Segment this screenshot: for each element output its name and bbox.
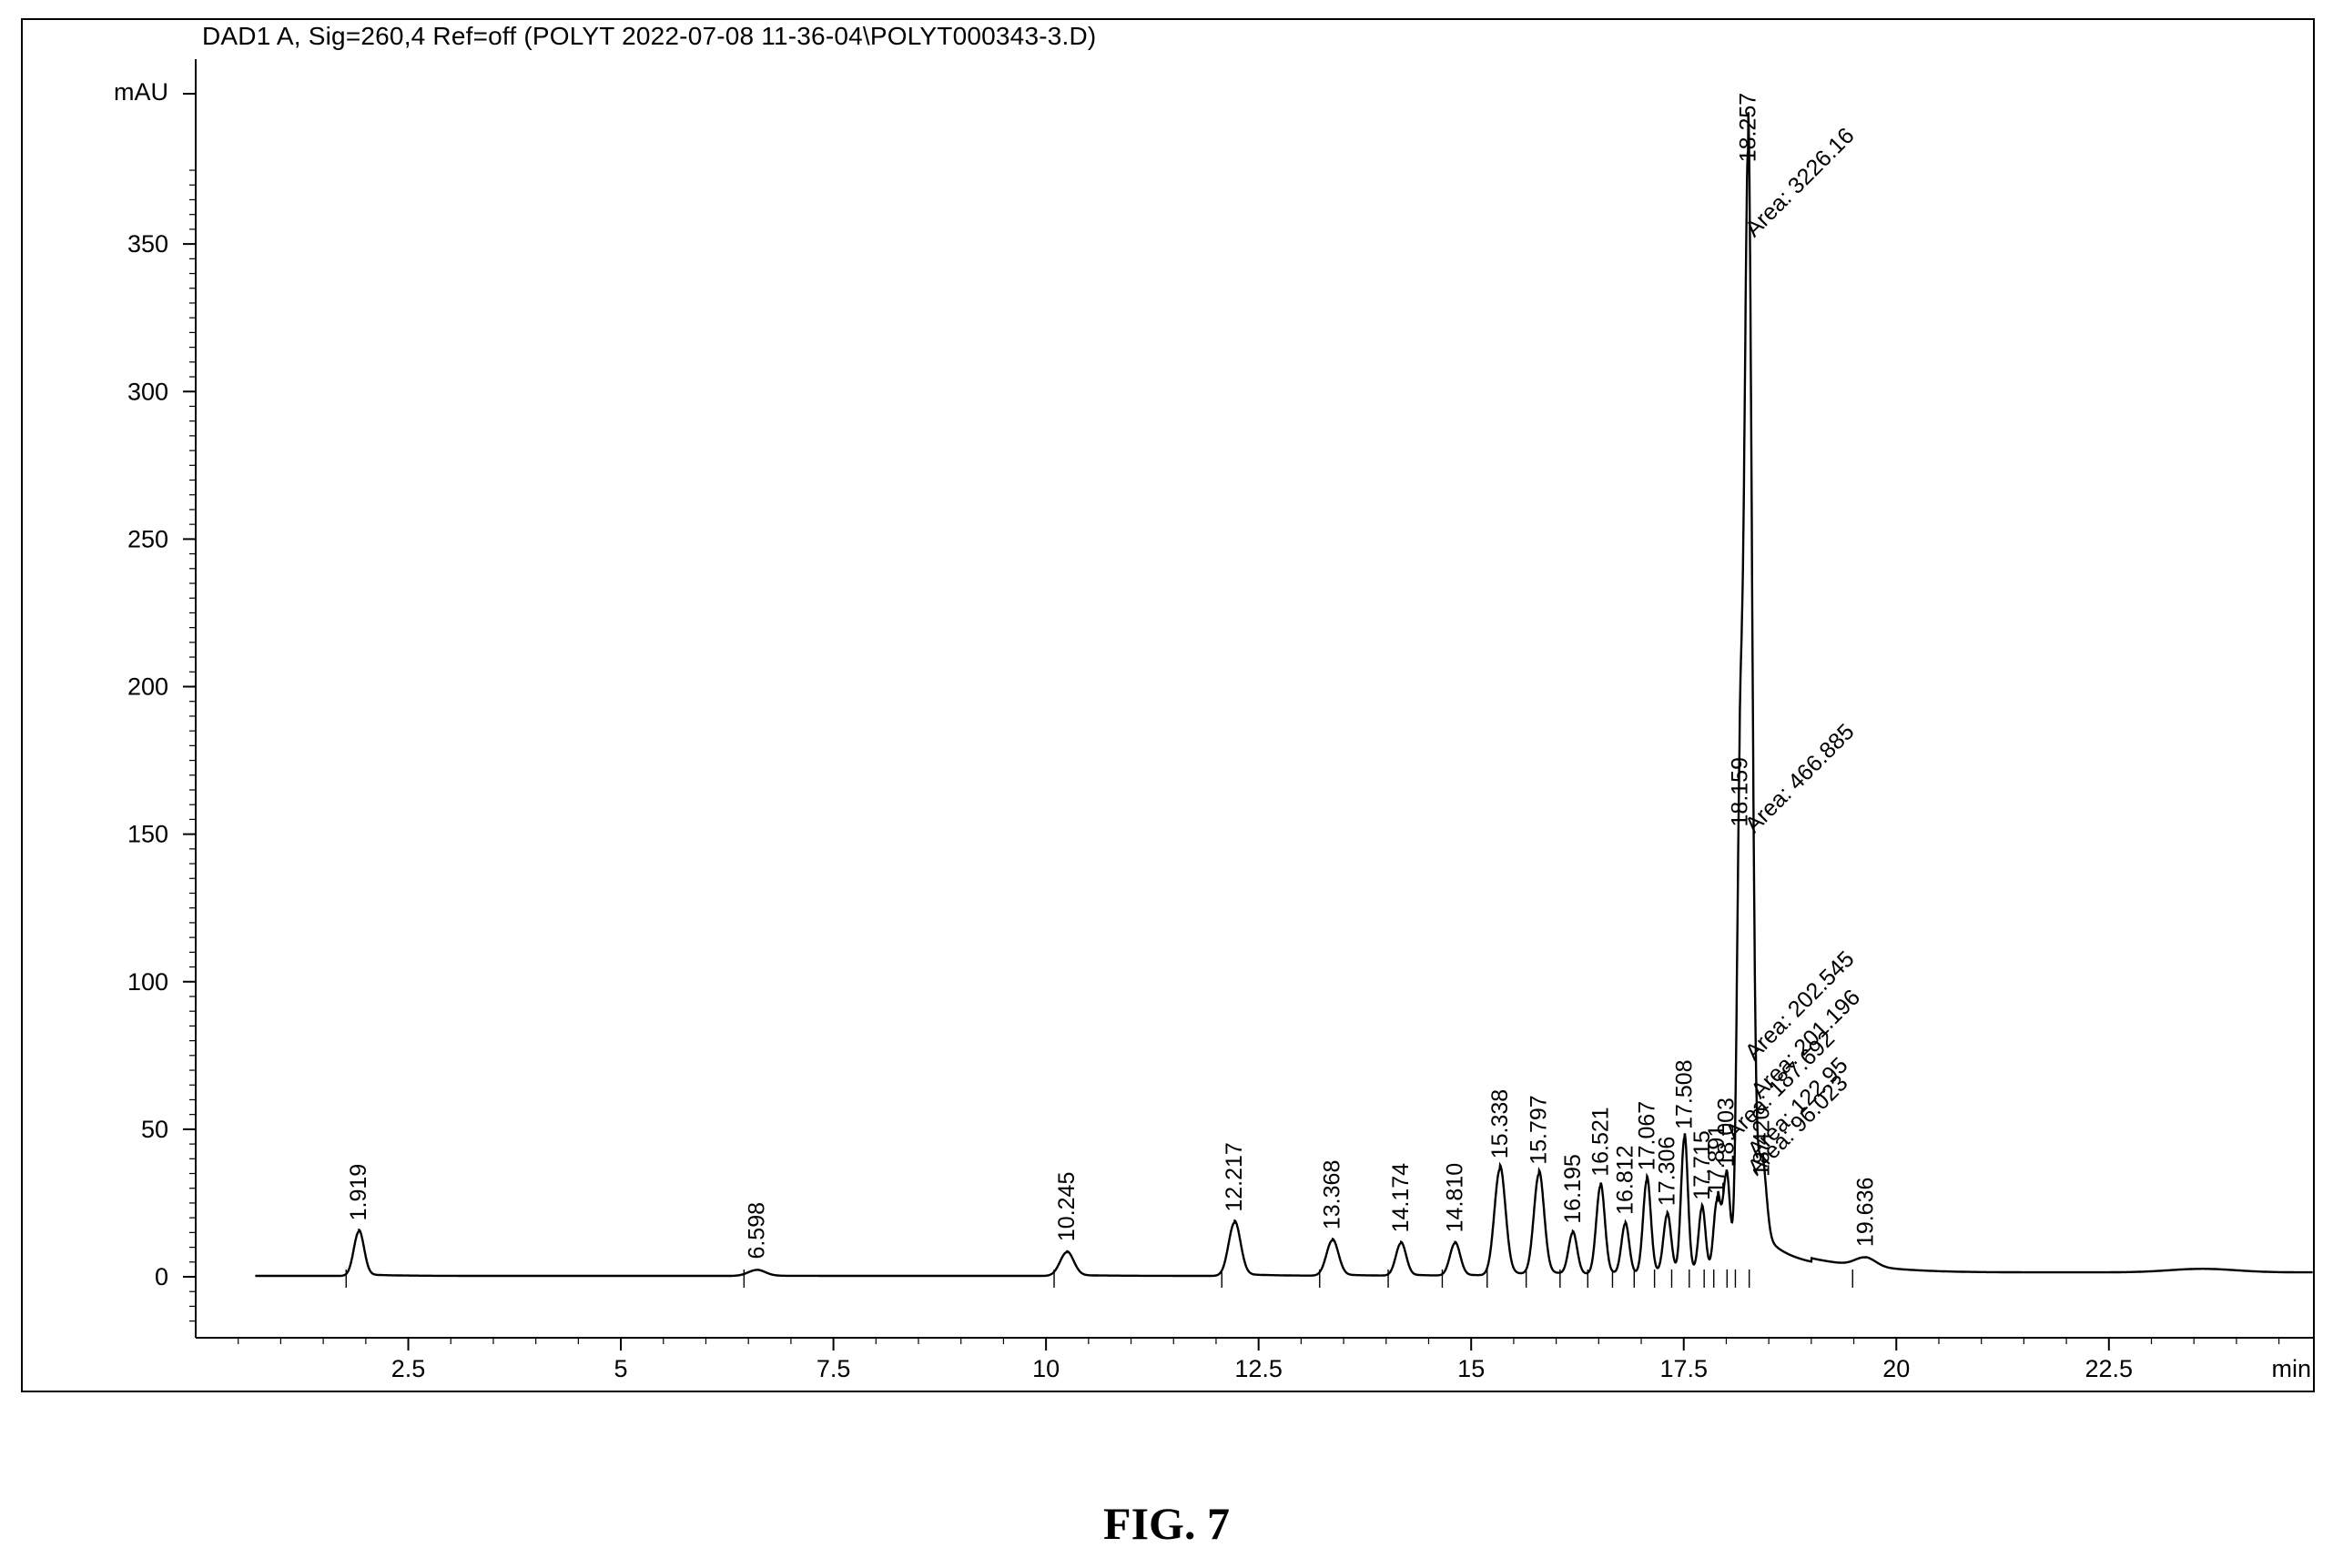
y-tick-label: 100 bbox=[127, 968, 168, 996]
peak-label: 10.245 bbox=[1054, 1172, 1080, 1241]
y-axis-label: mAU bbox=[114, 78, 168, 106]
chromatogram-trace bbox=[255, 112, 2313, 1278]
peak-label: 15.338 bbox=[1487, 1089, 1513, 1158]
peak-label: 13.368 bbox=[1320, 1160, 1345, 1229]
peak-label: 1.919 bbox=[346, 1164, 371, 1221]
peak-label: 18.003 bbox=[1714, 1098, 1740, 1167]
x-tick-label: 22.5 bbox=[2085, 1355, 2134, 1382]
x-tick-label: 7.5 bbox=[817, 1355, 851, 1382]
peak-label: 19.636 bbox=[1852, 1178, 1878, 1247]
x-tick-label: 10 bbox=[1032, 1355, 1060, 1382]
y-tick-label: 0 bbox=[155, 1263, 168, 1290]
peak-label: 16.521 bbox=[1587, 1107, 1613, 1176]
area-annotation: Area: 466.885 bbox=[1740, 719, 1860, 838]
y-tick-label: 250 bbox=[127, 525, 168, 552]
x-tick-label: 17.5 bbox=[1659, 1355, 1708, 1382]
x-axis-label: min bbox=[2271, 1355, 2311, 1382]
chart-frame bbox=[21, 18, 2315, 1392]
y-tick-label: 300 bbox=[127, 378, 168, 405]
peak-label: 15.797 bbox=[1527, 1095, 1552, 1164]
peak-label: 16.812 bbox=[1612, 1145, 1638, 1214]
x-tick-label: 15 bbox=[1457, 1355, 1485, 1382]
peak-label: 17.891 bbox=[1704, 1125, 1729, 1194]
peak-label: 18.257 bbox=[1735, 93, 1760, 162]
chromatogram-chart: mAU 0 50 100 150 200 250 300 350 2.5 5 7.5 10 12.5 15 1… bbox=[114, 59, 2313, 1382]
x-tick-label: 5 bbox=[614, 1355, 628, 1382]
x-tick-label: 20 bbox=[1882, 1355, 1910, 1382]
y-tick-label: 200 bbox=[127, 673, 168, 701]
peak-label: 6.598 bbox=[744, 1202, 769, 1259]
y-tick-label: 150 bbox=[127, 821, 168, 848]
chart-title: DAD1 A, Sig=260,4 Ref=off (POLYT 2022-07… bbox=[202, 22, 1097, 50]
figure-caption: FIG. 7 bbox=[1103, 1498, 1230, 1549]
peak-label: 16.195 bbox=[1560, 1154, 1586, 1223]
peak-label: 18.159 bbox=[1727, 757, 1752, 826]
peak-label: 17.508 bbox=[1671, 1059, 1697, 1128]
peak-label: 17.306 bbox=[1655, 1137, 1680, 1206]
peak-label: 14.810 bbox=[1442, 1163, 1467, 1232]
y-tick-label: 350 bbox=[127, 230, 168, 258]
peak-label: 17.067 bbox=[1634, 1101, 1659, 1170]
peak-labels: 1.919 6.598 10.245 12.217 13.368 14.174 14.810… bbox=[346, 93, 1878, 1259]
peak-label: 17.715 bbox=[1689, 1130, 1715, 1199]
y-tick-label: 50 bbox=[141, 1116, 168, 1143]
x-tick-label: 2.5 bbox=[391, 1355, 426, 1382]
x-tick-label: 12.5 bbox=[1234, 1355, 1283, 1382]
peak-label: 12.217 bbox=[1222, 1142, 1247, 1211]
peak-label: 18.420 bbox=[1750, 1108, 1775, 1177]
trace-layer bbox=[255, 112, 2313, 1288]
axes: mAU 0 50 100 150 200 250 300 350 2.5 5 7.5 10 12.5 15 1… bbox=[114, 59, 2313, 1382]
peak-label: 14.174 bbox=[1388, 1163, 1414, 1233]
